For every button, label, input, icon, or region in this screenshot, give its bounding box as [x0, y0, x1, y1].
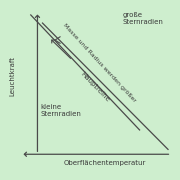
Text: Leuchtkraft: Leuchtkraft	[9, 57, 15, 96]
Text: Oberflächentemperatur: Oberflächentemperatur	[63, 160, 146, 166]
Text: große
Sternradien: große Sternradien	[123, 12, 164, 25]
Text: Hauptreihe: Hauptreihe	[79, 71, 111, 104]
Text: kleine
Sternradien: kleine Sternradien	[41, 104, 82, 117]
Text: Masse und Radius werden größer: Masse und Radius werden größer	[62, 22, 137, 103]
